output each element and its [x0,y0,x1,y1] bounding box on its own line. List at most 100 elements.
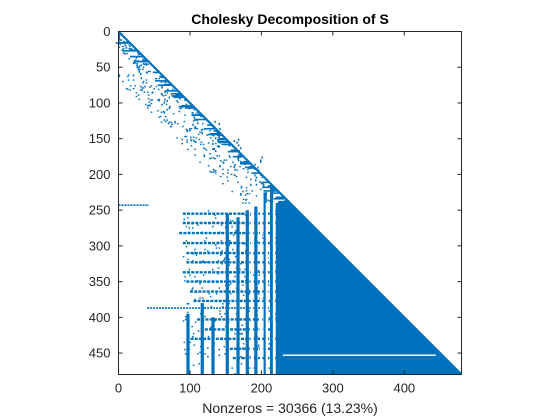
nonzero-dot [160,116,162,117]
nonzero-dot [219,155,221,156]
nonzero-dot [201,352,203,354]
nonzero-dot [206,149,208,150]
nonzero-run [116,42,130,44]
nonzero-dot [253,253,255,255]
nonzero-dot [201,132,203,133]
nonzero-dot [212,222,214,224]
nonzero-dot [259,337,261,339]
nonzero-dot [204,129,206,130]
nonzero-dot [215,217,217,219]
nonzero-run [274,198,285,200]
nonzero-dot [221,263,223,265]
nonzero-dot [259,223,261,225]
nonzero-dot [174,121,176,122]
nonzero-dot [229,145,231,146]
nonzero-dot [228,219,230,221]
column-band [186,314,189,375]
nonzero-dot [146,82,148,83]
nonzero-dot [206,237,208,239]
nonzero-dot [256,272,258,274]
nonzero-dot [270,222,272,224]
nonzero-dot [199,139,201,140]
nonzero-run [272,192,279,194]
nonzero-dot [215,143,217,144]
nonzero-dot [186,303,188,305]
nonzero-dot [289,202,291,203]
nonzero-dot [244,276,246,278]
nonzero-dot [227,169,229,170]
nonzero-dot [151,99,153,100]
nonzero-dot [181,143,183,144]
nonzero-dot [216,155,218,156]
nonzero-dot [194,119,196,120]
nonzero-dot [246,187,248,188]
nonzero-dot [191,128,193,129]
nonzero-dot [141,89,143,90]
nonzero-dot [156,86,158,87]
nonzero-dot [127,76,129,77]
nonzero-dot [242,202,244,203]
nonzero-dot [215,170,217,171]
nonzero-dot [140,73,142,75]
nonzero-dot [219,128,221,130]
nonzero-dot [239,333,241,335]
nonzero-dot [225,284,227,286]
nonzero-dot [238,144,240,146]
nonzero-dot [243,156,245,157]
nonzero-dot [189,274,191,276]
nonzero-dot [259,274,261,276]
nonzero-dot [232,280,234,282]
nonzero-dot [256,310,258,312]
nonzero-dot [248,307,250,309]
nonzero-dot [229,142,231,143]
nonzero-dot [226,177,228,178]
nonzero-dot [208,142,210,143]
nonzero-run [241,162,249,164]
nonzero-run [194,119,205,121]
nonzero-dot [148,98,150,99]
nonzero-dot [206,134,208,135]
nonzero-dot [260,174,262,175]
nonzero-dot [197,224,199,226]
nonzero-dot [243,168,245,169]
nonzero-dot [238,276,240,278]
nonzero-dot [212,252,214,254]
nonzero-dot [177,123,179,124]
nonzero-dot [249,367,251,369]
y-tick-label: 150 [89,131,111,146]
nonzero-dot [234,164,236,166]
nonzero-dot [186,131,188,132]
nonzero-dot [247,172,249,173]
nonzero-dot [125,45,127,46]
nonzero-dot [137,67,139,69]
nonzero-dot [212,143,214,145]
nonzero-dot [137,52,139,53]
nonzero-dot [225,226,227,228]
nonzero-dot [150,99,152,100]
nonzero-dot [185,107,187,108]
nonzero-dot [222,173,224,174]
nonzero-dot [210,327,212,329]
nonzero-dot [139,65,141,66]
nonzero-run [165,90,177,92]
nonzero-dot [219,232,221,234]
nonzero-dot [198,330,200,332]
nonzero-dot [221,250,223,252]
nonzero-dot [243,294,245,296]
nonzero-dot [172,89,174,90]
nonzero-dot [214,158,216,159]
gap-column [273,203,275,375]
nonzero-dot [258,344,260,346]
nonzero-dot [248,223,250,225]
nonzero-dot [202,369,204,371]
nonzero-dot [213,339,215,341]
nonzero-dot [216,282,218,284]
nonzero-dot [164,91,166,93]
nonzero-dot [269,367,271,369]
nonzero-dot [141,87,143,88]
nonzero-dot [240,356,242,358]
nonzero-dot [146,72,148,73]
nonzero-dot [122,81,124,82]
nonzero-dot [244,243,246,245]
nonzero-dot [234,242,236,244]
